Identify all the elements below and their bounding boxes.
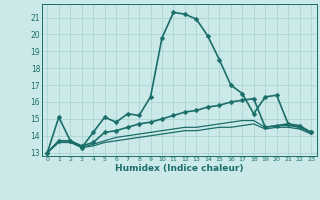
X-axis label: Humidex (Indice chaleur): Humidex (Indice chaleur) <box>115 164 244 173</box>
